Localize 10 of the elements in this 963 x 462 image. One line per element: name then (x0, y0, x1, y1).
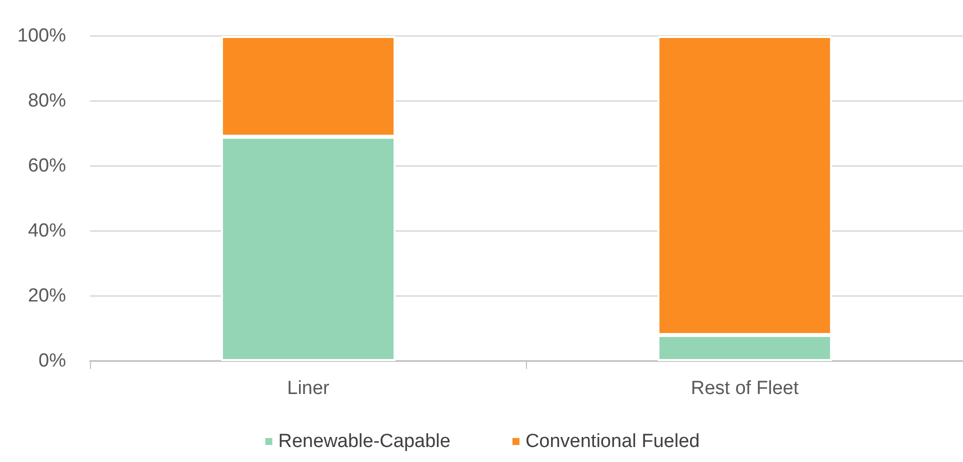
y-tick-label: 60% (28, 156, 66, 176)
y-tick-label: 0% (38, 350, 66, 372)
y-tick-label: 100% (17, 26, 66, 46)
x-tick-label: Liner (287, 378, 330, 399)
legend-label: Renewable-Capable (278, 431, 450, 452)
y-tick-label: 80% (28, 90, 66, 112)
x-tick-label: Rest of Fleet (690, 378, 800, 399)
y-tick-label: 20% (28, 286, 66, 306)
legend-label: Conventional Fueled (525, 431, 700, 452)
y-tick-label: 40% (28, 220, 66, 242)
